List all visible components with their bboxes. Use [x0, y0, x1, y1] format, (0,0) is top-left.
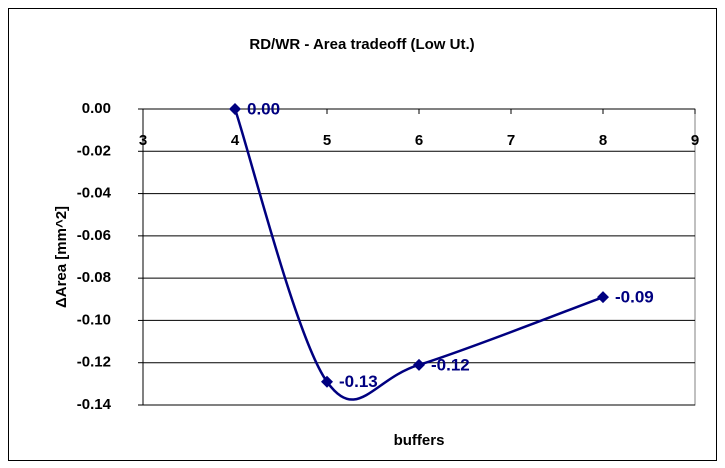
marker	[413, 358, 425, 371]
y-tick-label: -0.12	[77, 354, 111, 371]
marker	[229, 103, 241, 115]
series-line	[233, 108, 604, 401]
x-axis-label: buffers	[394, 432, 445, 449]
y-tick-label: -0.04	[77, 185, 112, 202]
x-tick-label: 4	[231, 132, 240, 149]
marker	[597, 291, 609, 304]
y-tick-label: 0.00	[82, 100, 111, 117]
x-tick-label: 6	[415, 132, 423, 149]
y-tick-label: -0.06	[77, 227, 111, 244]
y-tick-label: -0.14	[77, 396, 112, 413]
y-tick-label: -0.10	[77, 311, 111, 328]
data-label: 0.00	[247, 99, 280, 118]
y-tick-label: -0.02	[77, 142, 111, 159]
data-label: -0.09	[615, 288, 654, 307]
marker	[321, 375, 333, 388]
x-tick-label: 5	[323, 132, 331, 149]
chart-title: RD/WR - Area tradeoff (Low Ut.)	[249, 36, 474, 53]
x-tick-label: 9	[691, 132, 699, 149]
y-tick-label: -0.08	[77, 269, 111, 286]
x-tick-label: 7	[507, 132, 515, 149]
data-label: -0.13	[339, 372, 378, 391]
x-tick-label: 3	[139, 132, 147, 149]
plot-area	[142, 108, 696, 406]
y-axis-label: ΔArea [mm^2]	[53, 206, 70, 308]
x-tick-label: 8	[599, 132, 607, 149]
data-label: -0.12	[431, 355, 470, 374]
